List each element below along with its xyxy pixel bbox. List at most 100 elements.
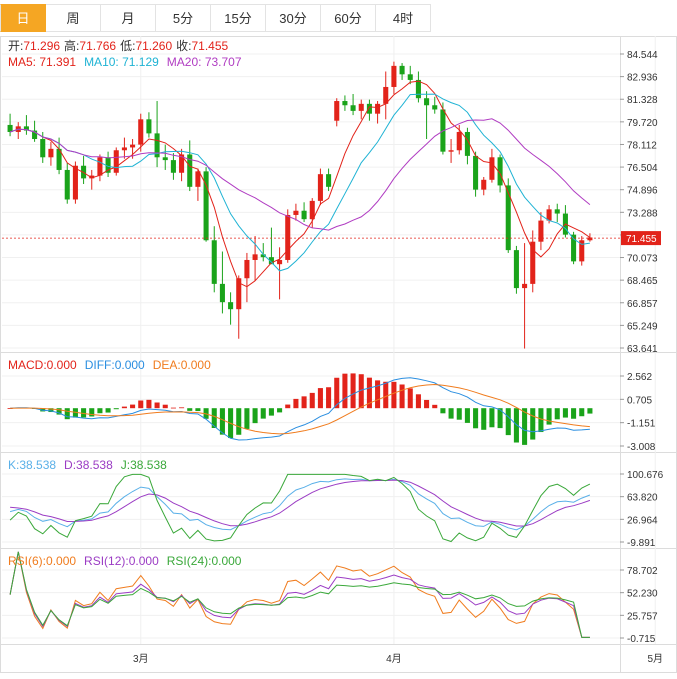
- candle-body: [97, 157, 103, 176]
- kdj-axis-tick-label: 63.820: [627, 493, 658, 504]
- tab-7[interactable]: 60分: [321, 4, 376, 32]
- macd-bar: [505, 408, 511, 436]
- tab-6[interactable]: 30分: [266, 4, 321, 32]
- macd-bar: [530, 408, 536, 440]
- price-axis-tick-label: 73.288: [627, 208, 658, 219]
- macd-bar: [481, 408, 487, 430]
- macd-bar: [105, 408, 111, 413]
- candle-body: [481, 179, 487, 190]
- macd-bar: [309, 392, 315, 409]
- macd-bar: [587, 408, 593, 414]
- ohlc-info: 开:71.296 高:71.766 低:71.260 收:71.455: [8, 38, 229, 53]
- macd-info-part: 0.000: [181, 358, 211, 372]
- ohlc-info-part: 高:: [64, 38, 79, 53]
- price-axis-tick-label: 79.720: [627, 118, 658, 129]
- candle-body: [105, 157, 111, 173]
- x-axis-label: 4月: [386, 653, 402, 665]
- candle-body: [350, 105, 356, 111]
- macd-axis-tick-label: 2.562: [627, 372, 652, 383]
- candle-body: [260, 254, 266, 258]
- candle-body: [203, 171, 209, 241]
- macd-bar: [513, 408, 519, 443]
- macd-bar: [252, 408, 258, 424]
- candle-body: [538, 220, 544, 242]
- tab-5[interactable]: 15分: [211, 4, 266, 32]
- price-axis-tick-label: 68.465: [627, 276, 658, 287]
- candle-body: [7, 124, 13, 132]
- ohlc-info-part: 开:: [8, 39, 23, 53]
- tab-8[interactable]: 4时: [376, 4, 431, 32]
- candle-body: [317, 174, 323, 201]
- rsi-axis-tick-label: -0.715: [627, 634, 656, 645]
- candle-body: [415, 79, 421, 99]
- tab-4[interactable]: 5分: [156, 4, 211, 32]
- candle-body: [277, 259, 283, 265]
- rsi-axis-tick-label: 52.230: [627, 589, 658, 600]
- macd-bar: [424, 399, 430, 409]
- price-axis-tick-label: 81.328: [627, 95, 658, 106]
- price-axis-tick-label: 76.504: [627, 163, 658, 174]
- macd-bar: [7, 408, 13, 409]
- dea-line: [10, 383, 590, 435]
- ohlc-info-part: 71.296: [23, 39, 60, 53]
- period-tabs: 日周月 5分 15分 30分 60分 4时: [0, 0, 677, 37]
- rsi12-line: [9, 551, 590, 638]
- candle-body: [522, 283, 528, 289]
- macd-bar: [244, 408, 250, 429]
- rsi-info-part: 0.000: [129, 554, 159, 568]
- macd-bar: [342, 373, 348, 409]
- tab-2[interactable]: 周: [46, 4, 101, 32]
- macd-bar: [358, 374, 364, 409]
- candle-body: [309, 200, 315, 220]
- macd-bar: [456, 408, 462, 420]
- candle-body: [489, 157, 495, 180]
- macd-info-part: 0.000: [47, 358, 77, 372]
- macd-bar: [113, 408, 119, 410]
- macd-bar: [146, 399, 152, 409]
- price-axis-tick-label: 65.249: [627, 321, 658, 332]
- macd-bar: [554, 408, 560, 420]
- price-chart: 3月 4月 5月 84.544 82.936 81.328 79.720 78.112 76.5…: [0, 36, 677, 673]
- candle-body: [473, 155, 479, 190]
- macd-bar: [366, 377, 372, 409]
- candle-body: [154, 133, 160, 158]
- rsi-info-part: 0.000: [211, 554, 241, 568]
- candle-body: [146, 119, 152, 134]
- macd-bar: [579, 408, 585, 417]
- macd-info-part: DIFF:: [85, 358, 115, 372]
- macd-bar: [48, 408, 54, 413]
- candle-body: [293, 210, 299, 215]
- candle-body: [407, 74, 413, 80]
- ma-info-part: MA20:: [167, 55, 202, 69]
- macd-bar: [170, 407, 176, 409]
- macd-bar: [350, 373, 356, 409]
- candle-body: [64, 169, 70, 200]
- macd-bar: [162, 404, 168, 409]
- candle-body: [121, 147, 127, 151]
- candle-body: [464, 131, 470, 156]
- macd-bar: [538, 408, 544, 433]
- candle-body: [546, 209, 552, 221]
- tab-1[interactable]: 日: [0, 4, 46, 32]
- candle-body: [285, 214, 291, 260]
- candle-body: [244, 259, 250, 279]
- candle-body: [72, 165, 78, 200]
- rsi-info-part: 0.000: [46, 554, 76, 568]
- candle-body: [40, 139, 46, 158]
- candle-body: [89, 175, 95, 179]
- candle-body: [162, 157, 168, 161]
- macd-info-part: MACD:: [8, 358, 47, 372]
- macd-bar: [375, 380, 381, 409]
- candle-body: [530, 241, 536, 284]
- kdj-info-part: 38.538: [76, 458, 113, 472]
- ma-info-part: 73.707: [201, 55, 241, 69]
- macd-bar: [489, 408, 495, 428]
- candle-body: [138, 119, 144, 145]
- tab-3[interactable]: 月: [101, 4, 156, 32]
- kdj-axis-tick-label: -9.891: [627, 538, 656, 549]
- price-axis-tick-label: 70.073: [627, 254, 658, 265]
- candle-body: [497, 157, 503, 186]
- kdj-info-part: 38.538: [19, 458, 56, 472]
- macd-axis-tick-label: -1.151: [627, 419, 656, 430]
- candle-body: [554, 209, 560, 214]
